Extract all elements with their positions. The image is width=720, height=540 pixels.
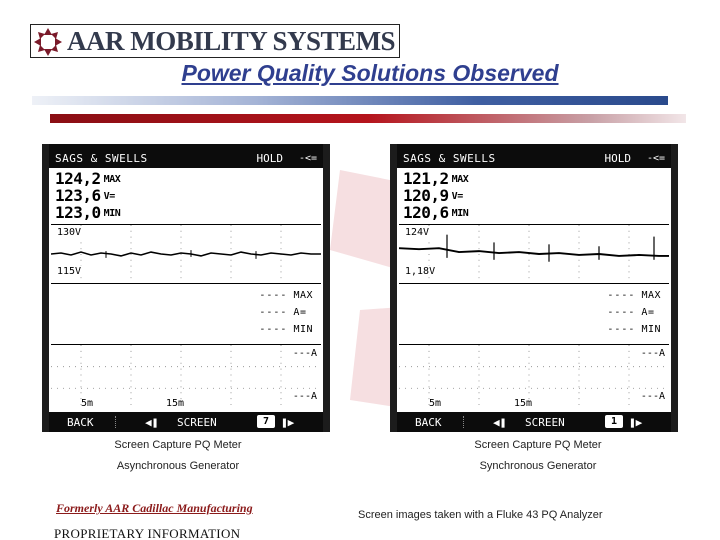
lower-voltage-limit: 1,18V [404,266,437,277]
voltage-min-value: 123,0 [55,203,101,222]
current-scale-top: ---A [640,348,665,359]
previous-icon[interactable]: ◀❚ [493,416,507,429]
left-caption-generator: Asynchronous Generator [116,460,240,472]
voltage-avg-value: 120,9 [403,186,449,205]
voltage-trace-line [51,225,321,283]
voltage-min-reading: 123,0 MIN [55,203,121,222]
time-division-left: 5m [81,398,94,409]
lcd-display: SAGS & SWELLS HOLD -<= 121,2 MAX 120,9 V= … [397,144,671,432]
voltage-avg-reading: 120,9 V= [403,186,464,205]
battery-icon: -<= [646,153,665,164]
next-icon[interactable]: ❚▶ [629,416,643,429]
right-caption-meter: Screen Capture PQ Meter [474,439,602,451]
voltage-avg-value: 123,6 [55,186,101,205]
voltage-avg-unit: V= [451,191,464,202]
current-avg-row: ----A=X [607,307,661,318]
function-key-bar: BACK ◀❚ SCREEN 7 ❚▶ [49,412,323,432]
voltage-min-unit: MIN [451,208,469,219]
next-icon[interactable]: ❚▶ [281,416,295,429]
current-avg-dashes: ---- [607,307,636,318]
current-min-label: MIN [641,324,661,335]
current-scale-bottom: ---A [640,391,665,402]
voltage-min-value: 120,6 [403,203,449,222]
current-avg-label: A= [641,307,655,318]
logo-mark-icon [34,28,62,56]
voltage-min-reading: 120,6 MIN [403,203,469,222]
current-avg-label: A= [293,307,307,318]
time-division-right: 15m [166,398,185,409]
mode-title: SAGS & SWELLS [403,152,496,165]
current-avg-row: ----A=X [259,307,313,318]
key-separator [115,416,116,428]
upper-voltage-limit: 130V [56,227,83,238]
left-caption-meter: Screen Capture PQ Meter [114,439,242,451]
mode-title: SAGS & SWELLS [55,152,148,165]
battery-icon: -<= [298,153,317,164]
current-min-row: ---- MIN [259,324,313,335]
voltage-max-reading: 124,2 MAX [55,169,121,188]
current-min-dashes: ---- [259,324,288,335]
current-trace: ---A ---A 5m 15m [399,344,669,409]
current-max-row: ---- MAX [259,290,313,301]
meter-screen-synchronous: SAGS & SWELLS HOLD -<= 121,2 MAX 120,9 V= … [390,144,678,432]
current-scale-top: ---A [292,348,317,359]
current-avg-dashes: ---- [259,307,288,318]
voltage-max-reading: 121,2 MAX [403,169,469,188]
voltage-max-value: 124,2 [55,169,101,188]
voltage-max-unit: MAX [451,174,469,185]
company-logo: AAR MOBILITY SYSTEMS [30,24,400,58]
meter-screen-asynchronous: SAGS & SWELLS HOLD -<= 124,2 MAX 123,6 V= … [42,144,330,432]
current-trace: ---A ---A 5m 15m [51,344,321,409]
lcd-display: SAGS & SWELLS HOLD -<= 124,2 MAX 123,6 V= … [49,144,323,432]
voltage-avg-reading: 123,6 V= [55,186,116,205]
current-max-dashes: ---- [259,290,288,301]
proprietary-notice: PROPRIETARY INFORMATION [54,526,241,540]
time-division-right: 15m [514,398,533,409]
current-min-dashes: ---- [607,324,636,335]
current-scale-bottom: ---A [292,391,317,402]
lower-voltage-limit: 115V [56,266,83,277]
voltage-trace: 124V 1,18V [399,224,669,284]
page-title: Power Quality Solutions Observed [181,60,559,86]
hold-indicator: HOLD [256,152,284,165]
screen-page-number: 7 [257,415,275,428]
analyzer-note: Screen images taken with a Fluke 43 PQ A… [358,509,603,521]
voltage-max-unit: MAX [103,174,121,185]
voltage-min-unit: MIN [103,208,121,219]
function-key-bar: BACK ◀❚ SCREEN 1 ❚▶ [397,412,671,432]
blue-divider-bar [32,96,668,105]
current-max-dashes: ---- [607,290,636,301]
formerly-note: Formerly AAR Cadillac Manufacturing [56,501,253,515]
current-min-label: MIN [293,324,313,335]
key-separator [463,416,464,428]
back-button[interactable]: BACK [415,416,442,429]
meter-header: SAGS & SWELLS HOLD -<= [397,144,671,168]
right-caption-generator: Synchronous Generator [479,460,597,472]
screen-page-number: 1 [605,415,623,428]
upper-voltage-limit: 124V [404,227,431,238]
voltage-trace-line [399,225,669,283]
current-max-row: ---- MAX [607,290,661,301]
current-max-label: MAX [641,290,661,301]
meter-header: SAGS & SWELLS HOLD -<= [49,144,323,168]
voltage-avg-unit: V= [103,191,116,202]
screen-button[interactable]: SCREEN [177,416,217,429]
current-min-row: ---- MIN [607,324,661,335]
time-division-left: 5m [429,398,442,409]
voltage-max-value: 121,2 [403,169,449,188]
logo-text: AAR MOBILITY SYSTEMS [67,26,396,56]
current-max-label: MAX [293,290,313,301]
hold-indicator: HOLD [604,152,632,165]
voltage-trace: 130V 115V [51,224,321,284]
previous-icon[interactable]: ◀❚ [145,416,159,429]
back-button[interactable]: BACK [67,416,94,429]
screen-button[interactable]: SCREEN [525,416,565,429]
red-divider-bar [50,114,686,123]
